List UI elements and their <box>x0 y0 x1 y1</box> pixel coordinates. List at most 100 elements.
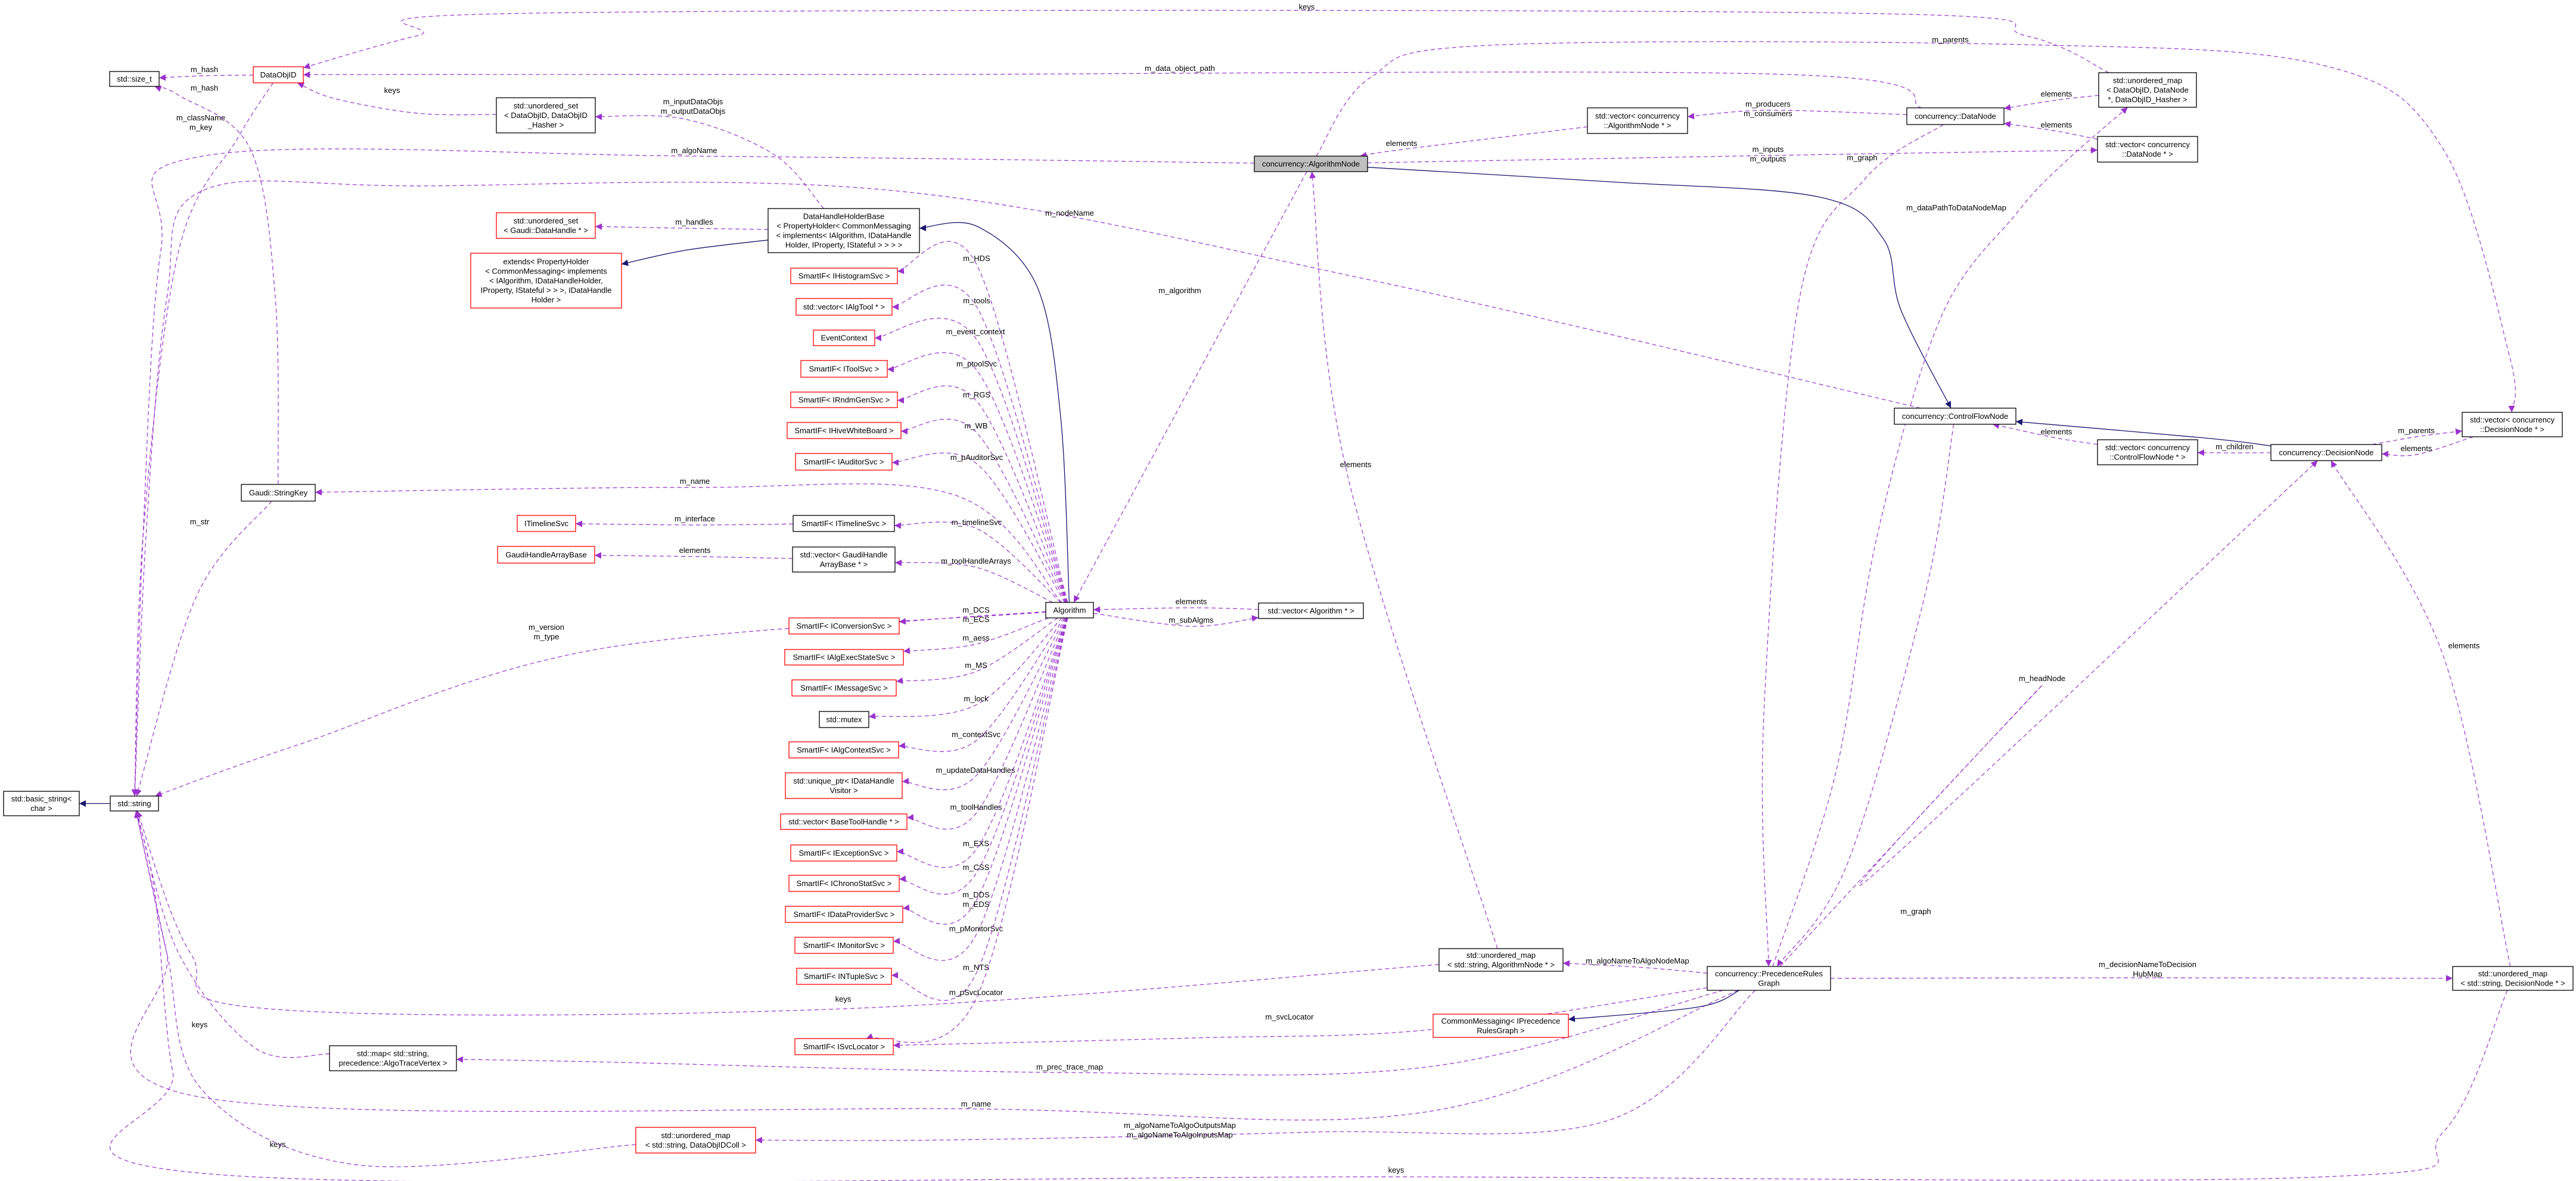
class-node-vec-ghab[interactable]: std::vector< GaudiHandleArrayBase * > <box>792 546 896 573</box>
class-node-extends[interactable]: extends< PropertyHolder< CommonMessaging… <box>470 253 622 309</box>
class-node-umap-decision[interactable]: std::unordered_map< std::string, Decisio… <box>2452 966 2574 991</box>
usage-arrow <box>134 810 636 1167</box>
node-box <box>819 711 869 728</box>
edge-label: m_hash <box>191 65 218 74</box>
class-node-ntuple[interactable]: SmartIF< INTupleSvc > <box>796 968 892 985</box>
usage-arrow <box>575 520 794 527</box>
class-node-itimeline[interactable]: ITimelineSvc <box>517 515 576 532</box>
node-label: ::DataNode * > <box>2122 150 2173 158</box>
class-node-algorithm[interactable]: Algorithm <box>1045 602 1094 619</box>
edge-label: m_CSS <box>963 863 990 872</box>
class-node-svcloc[interactable]: SmartIF< ISvcLocator > <box>794 1038 894 1055</box>
class-node-evctx[interactable]: EventContext <box>813 330 875 346</box>
class-node-uset-dataobjid[interactable]: std::unordered_set< DataObjID, DataObjID… <box>496 97 596 133</box>
edge-label: m_RGS <box>963 390 991 399</box>
usage-arrow <box>866 617 1068 1043</box>
class-node-sp-timeline[interactable]: SmartIF< ITimelineSvc > <box>793 515 895 532</box>
node-box <box>2452 966 2574 991</box>
class-node-mutex[interactable]: std::mutex <box>819 711 869 728</box>
edge-label: m_event_context <box>946 327 1005 336</box>
class-node-dataprov[interactable]: SmartIF< IDataProviderSvc > <box>785 906 903 923</box>
node-label: std::string <box>117 799 151 808</box>
class-node-basic-string[interactable]: std::basic_string<char > <box>3 791 80 816</box>
usage-arrow <box>154 85 279 485</box>
class-node-dhhb[interactable]: DataHandleHolderBase< PropertyHolder< Co… <box>767 208 920 253</box>
class-node-algnode[interactable]: concurrency::AlgorithmNode <box>1254 156 1368 172</box>
edge-label: m_outputDataObjs <box>661 107 726 116</box>
class-node-algtool[interactable]: std::vector< IAlgTool * > <box>796 298 893 316</box>
class-node-umap-algnode[interactable]: std::unordered_map< std::string, Algorit… <box>1438 948 1564 972</box>
usage-arrow <box>595 223 769 230</box>
class-node-exc[interactable]: SmartIF< IExceptionSvc > <box>790 844 897 862</box>
node-label: Graph <box>1758 979 1779 988</box>
class-node-cfn[interactable]: concurrency::ControlFlowNode <box>1894 408 2016 425</box>
class-node-chrono[interactable]: SmartIF< IChronoStatSvc > <box>788 875 900 892</box>
class-node-conversion[interactable]: SmartIF< IConversionSvc > <box>788 617 900 635</box>
edge-label: keys <box>192 1020 208 1029</box>
node-label: SmartIF< IChronoStatSvc > <box>797 879 892 888</box>
class-node-msg[interactable]: SmartIF< IMessageSvc > <box>791 679 897 697</box>
usage-arrow <box>155 611 1046 797</box>
edge-label: m_str <box>190 517 210 526</box>
class-node-uset-datahandle[interactable]: std::unordered_set< Gaudi::DataHandle * … <box>496 212 596 239</box>
edge-label: m_graph <box>1847 153 1877 162</box>
class-node-stringkey[interactable]: Gaudi::StringKey <box>241 484 316 502</box>
class-node-rndm[interactable]: SmartIF< IRndmGenSvc > <box>790 391 898 408</box>
class-node-dataobjid[interactable]: DataObjID <box>253 66 304 83</box>
edge-datanode-to-dataobjid: m_data_object_path <box>303 64 1922 108</box>
class-node-toolsvc[interactable]: SmartIF< IToolSvc > <box>800 360 888 378</box>
class-node-vec-algnode[interactable]: std::vector< concurrency::AlgorithmNode … <box>1587 107 1688 134</box>
usage-arrow <box>131 181 1921 797</box>
node-label: < Gaudi::DataHandle * > <box>504 226 588 235</box>
class-node-vec-datanode[interactable]: std::vector< concurrency::DataNode * > <box>2097 136 2198 163</box>
class-node-datanode[interactable]: concurrency::DataNode <box>1906 107 2005 125</box>
class-node-ghab[interactable]: GaudiHandleArrayBase <box>497 546 595 564</box>
class-node-basetool[interactable]: std::vector< BaseToolHandle * > <box>780 813 908 830</box>
class-node-map-trace[interactable]: std::map< std::string,precedence::AlgoTr… <box>329 1045 457 1071</box>
class-node-size-t[interactable]: std::size_t <box>109 71 160 87</box>
class-node-monitor[interactable]: SmartIF< IMonitorSvc > <box>794 937 894 954</box>
node-box <box>788 617 900 635</box>
usage-arrow <box>868 617 1062 720</box>
edge-map_trace-to-string: keys <box>135 810 330 1058</box>
edge-label: keys <box>270 1140 286 1149</box>
edge-label: m_EXS <box>963 839 989 848</box>
edge-label: m_contextSvc <box>952 730 1000 739</box>
edge-label: elements <box>2401 444 2432 453</box>
edge-label: m_version <box>529 623 564 632</box>
node-label: std::vector< IAlgTool * > <box>803 303 885 312</box>
node-label: SmartIF< ISvcLocator > <box>803 1042 885 1051</box>
node-label: ArrayBase * > <box>820 560 868 569</box>
class-node-ctx[interactable]: SmartIF< IAlgContextSvc > <box>788 741 899 759</box>
edge-label: keys <box>1388 1166 1404 1174</box>
node-label: SmartIF< IDataProviderSvc > <box>794 910 895 919</box>
class-node-decision[interactable]: concurrency::DecisionNode <box>2270 444 2382 461</box>
class-node-auditor[interactable]: SmartIF< IAuditorSvc > <box>795 453 893 471</box>
class-node-umap-dataobjidcoll[interactable]: std::unordered_map< std::string, DataObj… <box>635 1127 756 1154</box>
node-box <box>253 66 304 83</box>
class-node-umap-datanode[interactable]: std::unordered_map< DataObjID, DataNode*… <box>2098 72 2197 108</box>
class-node-vec-alg[interactable]: std::vector< Algorithm * > <box>1258 602 1364 619</box>
edge-label: m_algoNameToAlgoOutputsMap <box>1124 1121 1236 1130</box>
node-label: SmartIF< IAlgContextSvc > <box>797 745 891 754</box>
edge-label: m_algoNameToAlgoNodeMap <box>1586 956 1689 965</box>
node-box <box>110 795 159 812</box>
class-node-string[interactable]: std::string <box>110 795 159 812</box>
edge-label: m_inputDataObjs <box>663 97 723 106</box>
usage-arrow <box>297 82 497 116</box>
edge-label: elements <box>2041 89 2072 98</box>
edge-label: m_pAuditorSvc <box>950 453 1003 462</box>
class-node-vec-cfn[interactable]: std::vector< concurrency::ControlFlowNod… <box>2097 439 2198 465</box>
edge-label: m_tools <box>963 296 990 305</box>
edge-label: m_key <box>189 123 213 132</box>
class-node-aess[interactable]: SmartIF< IAlgExecStateSvc > <box>784 649 904 666</box>
class-node-histo[interactable]: SmartIF< IHistogramSvc > <box>790 268 898 284</box>
class-node-vec-decision[interactable]: std::vector< concurrency::DecisionNode *… <box>2462 412 2563 437</box>
class-node-hive[interactable]: SmartIF< IHiveWhiteBoard > <box>787 422 902 439</box>
edge-label: m_EDS <box>963 900 990 909</box>
edge-label: m_children <box>2215 442 2254 451</box>
edge-algorithm-to-exc: m_EXS <box>896 617 1067 868</box>
